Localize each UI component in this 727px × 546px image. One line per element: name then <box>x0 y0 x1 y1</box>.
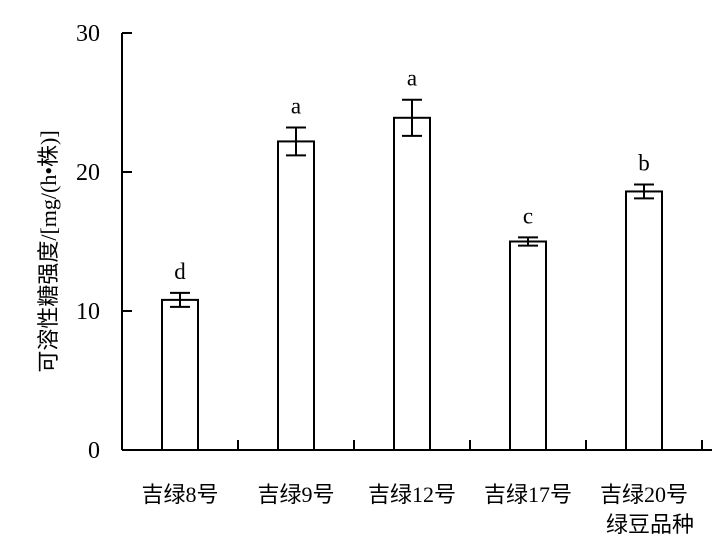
category-label: 吉绿12号 <box>368 482 456 507</box>
category-label: 吉绿17号 <box>484 482 572 507</box>
significance-label: a <box>407 66 417 91</box>
y-tick-label: 30 <box>76 21 100 47</box>
y-axis-label: 可溶性糖强度/[mg/(h•株)] <box>36 130 61 372</box>
bar <box>509 240 547 451</box>
y-axis-ticks: 0 10 20 30 <box>76 21 132 464</box>
significance-label: b <box>638 151 650 176</box>
bar <box>625 190 663 452</box>
y-tick-label: 0 <box>88 438 100 464</box>
significance-label: c <box>523 203 533 228</box>
x-axis-label: 绿豆品种 <box>606 512 694 537</box>
y-tick-label: 20 <box>76 160 100 186</box>
bar <box>277 140 315 451</box>
bars <box>161 116 663 452</box>
category-label: 吉绿20号 <box>600 482 688 507</box>
category-labels: 吉绿8号 吉绿9号 吉绿12号 吉绿17号 吉绿20号 <box>141 482 688 507</box>
bar <box>393 116 431 451</box>
error-bars <box>170 98 654 308</box>
significance-label: d <box>174 259 186 284</box>
bar <box>161 298 199 451</box>
y-tick-label: 10 <box>76 299 100 325</box>
significance-labels: d a a c b <box>174 66 650 284</box>
category-label: 吉绿9号 <box>257 482 334 507</box>
significance-label: a <box>291 94 301 119</box>
x-axis-ticks <box>121 440 703 450</box>
category-label: 吉绿8号 <box>141 482 218 507</box>
